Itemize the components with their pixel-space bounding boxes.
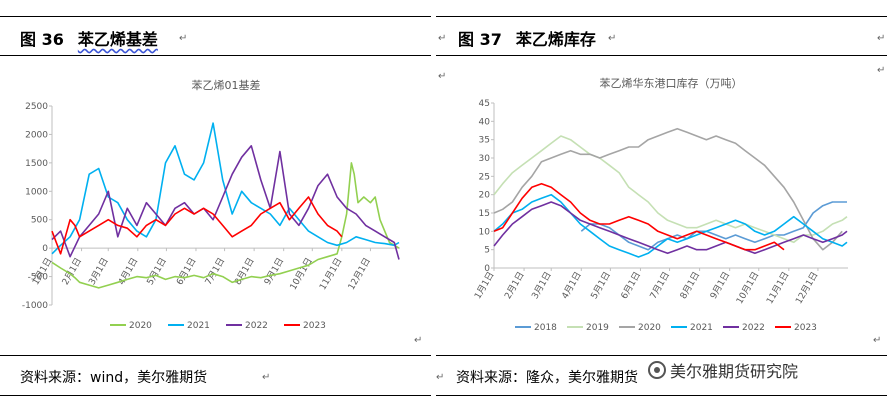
right-y-tick-label: 35 — [479, 136, 490, 146]
right-series-2021-line — [493, 193, 848, 258]
left-x-tick-label: 12月1日 — [346, 256, 373, 292]
right-top-rule — [436, 16, 887, 17]
left-y-tick-label: 1500 — [25, 159, 48, 169]
left-x-tick-label: 7月1日 — [203, 256, 227, 287]
right-bottom-rule — [436, 395, 887, 396]
right-panel: 图 37 苯乙烯库存 ↵ 苯乙烯华东港口库存（万吨） 0 5 10 15 20 25 30 35 4… — [436, 0, 887, 411]
left-series-2020-line — [51, 162, 400, 289]
right-series-2023-line — [493, 182, 785, 251]
watermark-text: 美尔雅期货研究院 — [670, 362, 799, 381]
right-series-2022-line — [493, 201, 848, 255]
right-y-tick-label: 30 — [479, 154, 491, 164]
right-x-tick-label: 1月1日 — [472, 270, 496, 301]
right-y-tick-label: 0 — [484, 264, 490, 274]
right-legend-label-2023: 2023 — [794, 323, 817, 333]
right-x-tick-label: 6月1日 — [619, 270, 643, 301]
left-legend-label-2020: 2020 — [129, 321, 152, 331]
right-series-2018-line — [580, 201, 847, 251]
right-x-tick-label: 11月1日 — [764, 270, 791, 306]
left-series-2022-line — [51, 145, 400, 260]
left-x-tick-label: 10月1日 — [288, 256, 315, 292]
right-source: 资料来源：隆众，美尔雅期货 — [456, 370, 638, 386]
left-top-rule — [0, 16, 431, 17]
right-legend-label-2022: 2022 — [742, 323, 765, 333]
left-legend-label-2022: 2022 — [245, 321, 268, 331]
left-legend-label-2021: 2021 — [187, 321, 210, 331]
left-figure-name: 苯乙烯基差 — [77, 30, 158, 49]
right-inventory-chart: 苯乙烯华东港口库存（万吨） 0 5 10 15 20 25 30 35 40 45 1月1日 2月1日 3… — [472, 76, 848, 333]
right-edge-return-mark: ↵ — [877, 33, 886, 44]
left-x-tick-label: 9月1日 — [262, 256, 286, 287]
right-x-tick-label: 4月1日 — [560, 270, 584, 301]
right-source-return-mark: ↵ — [436, 372, 445, 383]
right-y-tick-label: 40 — [479, 117, 491, 127]
left-x-tick-label: 6月1日 — [174, 256, 198, 287]
left-y-tick-label: -500 — [28, 273, 49, 283]
left-x-tick-label: 11月1日 — [317, 256, 344, 292]
right-x-tick-label: 12月1日 — [793, 270, 820, 306]
left-legend-label-2023: 2023 — [303, 321, 326, 331]
right-legend-label-2020: 2020 — [638, 323, 661, 333]
left-series-2023-line — [51, 196, 343, 255]
right-figure-name: 苯乙烯库存 — [515, 30, 596, 49]
right-series-2019-line — [493, 135, 848, 244]
right-x-tick-label: 8月1日 — [678, 270, 702, 301]
left-y-tick-label: 2000 — [25, 130, 48, 140]
right-y-tick-label: 25 — [479, 172, 490, 182]
left-x-tick-label: 3月1日 — [87, 256, 111, 287]
left-source-return-mark: ↵ — [262, 372, 271, 383]
left-y-tick-label: 500 — [31, 216, 48, 226]
left-y-tick-label: 0 — [42, 244, 48, 254]
left-chart-title: 苯乙烯01基差 — [192, 78, 261, 92]
left-y-tick-label: 2500 — [25, 102, 48, 112]
left-x-tick-label: 1月1日 — [30, 256, 54, 287]
left-basis-chart: 苯乙烯01基差 2500 2000 1500 1000 500 0 -500 -1000 1月1日… — [22, 78, 400, 331]
right-title-rule — [436, 55, 887, 56]
left-side-return-mark-2: ↵ — [438, 71, 447, 82]
right-x-tick-label: 2月1日 — [502, 270, 526, 301]
right-x-tick-label: 7月1日 — [648, 270, 672, 301]
left-y-tick-label: -1000 — [22, 301, 48, 311]
left-title-return-mark: ↵ — [179, 33, 188, 44]
left-side-return-mark: ↵ — [438, 33, 447, 44]
right-chart-return-mark: ↵ — [873, 335, 882, 346]
right-y-tick-label: 10 — [479, 227, 491, 237]
left-figure-number: 图 36 — [20, 30, 64, 49]
right-chart-title: 苯乙烯华东港口库存（万吨） — [600, 76, 743, 90]
right-y-tick-label: 15 — [479, 209, 490, 219]
left-title-rule — [0, 55, 431, 56]
right-legend-label-2019: 2019 — [586, 323, 609, 333]
left-panel: 图 36 苯乙烯基差 ↵ 苯乙烯01基差 2500 2000 1500 1000 500 0 -… — [0, 0, 431, 411]
right-x-tick-label: 9月1日 — [708, 270, 732, 301]
right-y-tick-label: 45 — [479, 99, 490, 109]
right-y-tick-label: 5 — [484, 246, 490, 256]
left-x-tick-label: 5月1日 — [145, 256, 169, 287]
right-series-2020-line — [493, 127, 843, 251]
right-figure-number: 图 37 — [458, 30, 502, 49]
left-chart-return-mark: ↵ — [414, 335, 423, 346]
left-y-tick-label: 1000 — [25, 187, 48, 197]
left-figure-title: 图 36 苯乙烯基差 — [20, 26, 158, 50]
right-legend-label-2021: 2021 — [690, 323, 713, 333]
right-x-tick-label: 10月1日 — [734, 270, 761, 306]
left-source-rule — [0, 355, 431, 356]
right-figure-title: 图 37 苯乙烯库存 — [458, 26, 596, 50]
right-legend-label-2018: 2018 — [534, 323, 557, 333]
right-edge-return-mark-2: ↵ — [877, 65, 886, 76]
right-source-rule — [436, 355, 887, 356]
left-x-tick-label: 8月1日 — [232, 256, 256, 287]
wechat-logo-icon — [648, 361, 666, 379]
right-y-tick-label: 20 — [479, 191, 491, 201]
right-title-return-mark: ↵ — [608, 33, 617, 44]
left-source: 资料来源：wind，美尔雅期货 — [20, 370, 208, 386]
left-bottom-rule — [0, 395, 431, 396]
right-x-tick-label: 3月1日 — [530, 270, 554, 301]
watermark: 美尔雅期货研究院 — [646, 358, 801, 382]
right-x-tick-label: 5月1日 — [589, 270, 613, 301]
